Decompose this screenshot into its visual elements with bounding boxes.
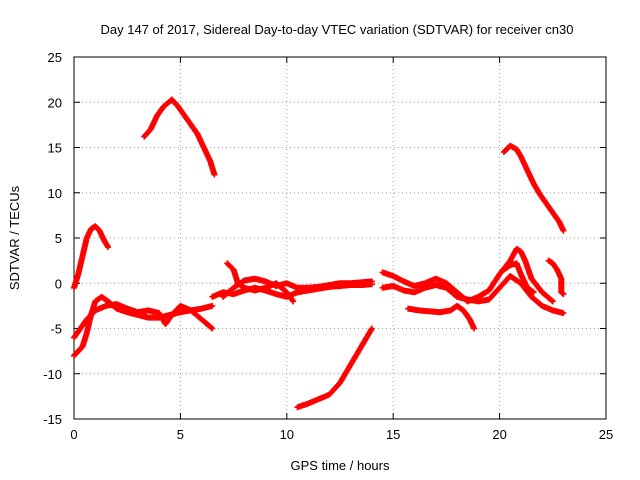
data-point bbox=[560, 227, 567, 234]
data-point bbox=[548, 297, 555, 304]
x-tick-label: 10 bbox=[280, 427, 294, 442]
y-tick-label: -10 bbox=[43, 367, 62, 382]
x-tick-label: 5 bbox=[177, 427, 184, 442]
data-point bbox=[549, 298, 556, 305]
data-point bbox=[290, 298, 297, 305]
series-arc-late-d bbox=[500, 260, 537, 296]
data-point bbox=[368, 278, 375, 285]
y-tick-label: 5 bbox=[55, 231, 62, 246]
data-point bbox=[209, 325, 216, 332]
data-marks bbox=[71, 96, 567, 411]
data-point bbox=[560, 291, 567, 298]
series-arc-peak-6 bbox=[71, 223, 112, 291]
x-tick-label: 0 bbox=[70, 427, 77, 442]
axis-ticks: 0 5 10 15 20 25 -15 -10 -5 0 5 10 15 20 25 bbox=[43, 50, 613, 442]
y-tick-label: -15 bbox=[43, 412, 62, 427]
data-point bbox=[105, 244, 112, 251]
data-point bbox=[368, 325, 375, 332]
y-tick-label: 20 bbox=[48, 95, 62, 110]
data-point bbox=[560, 310, 567, 317]
series-arc-descent-neg bbox=[294, 325, 375, 411]
series-arc-mid-c bbox=[224, 260, 297, 305]
series-arc-late-b bbox=[379, 273, 567, 317]
series-arc-peak-20 bbox=[141, 96, 218, 178]
data-point bbox=[471, 325, 478, 332]
x-axis-label: GPS time / hours bbox=[291, 458, 390, 473]
series-arc-a-low-2 bbox=[71, 301, 216, 341]
series-arc-peak-15 bbox=[500, 142, 567, 234]
data-point bbox=[530, 289, 537, 296]
y-tick-label: 25 bbox=[48, 50, 62, 65]
data-point bbox=[211, 171, 218, 178]
y-tick-label: 0 bbox=[55, 276, 62, 291]
grid bbox=[74, 57, 606, 419]
x-tick-label: 25 bbox=[599, 427, 613, 442]
series-arc-a-low bbox=[71, 293, 216, 359]
data-point bbox=[208, 324, 215, 331]
y-tick-label: -5 bbox=[50, 322, 62, 337]
data-point bbox=[209, 302, 216, 309]
y-tick-label: 15 bbox=[48, 141, 62, 156]
series-arc-late-e bbox=[545, 257, 567, 298]
series-arc-late-c bbox=[405, 302, 478, 332]
x-tick-label: 15 bbox=[386, 427, 400, 442]
y-tick-label: 10 bbox=[48, 186, 62, 201]
chart-title: Day 147 of 2017, Sidereal Day-to-day VTE… bbox=[100, 22, 573, 37]
data-point bbox=[559, 290, 566, 297]
x-tick-label: 20 bbox=[492, 427, 506, 442]
y-axis-label: SDTVAR / TECUs bbox=[7, 185, 22, 290]
